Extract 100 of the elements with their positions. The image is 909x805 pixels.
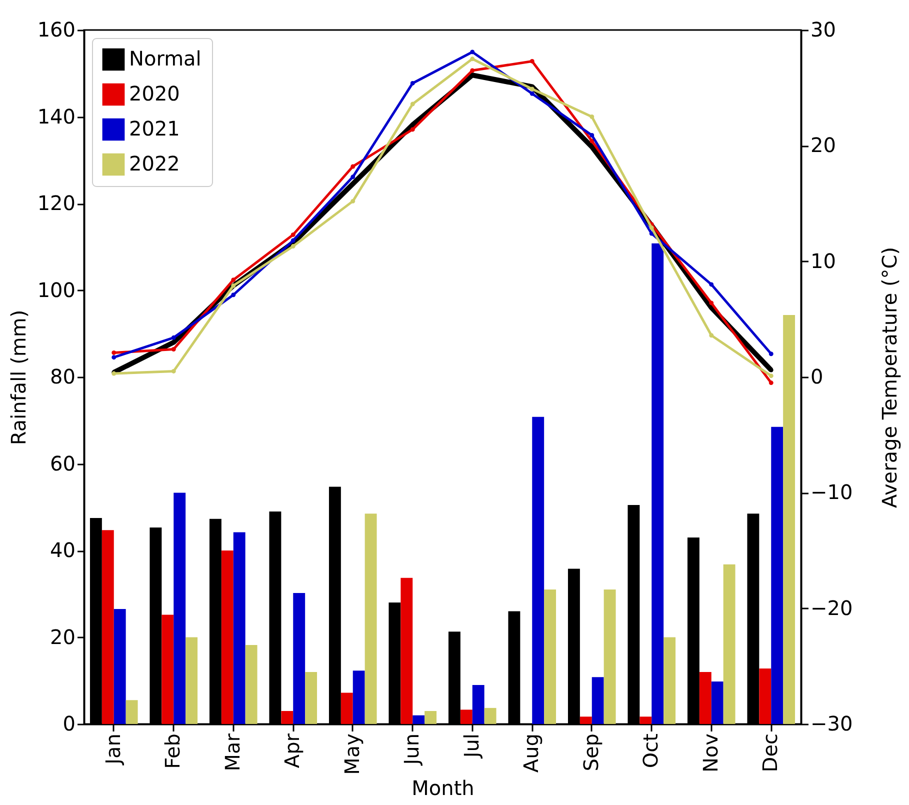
bar — [664, 637, 676, 724]
point — [112, 355, 116, 360]
bar — [281, 710, 294, 724]
point — [768, 352, 774, 356]
y2-tick-label: 30 — [810, 18, 836, 42]
bar — [364, 514, 377, 724]
y-axis-title: Rainfall (mm) — [6, 310, 30, 446]
bar — [352, 670, 365, 724]
point — [530, 59, 534, 64]
point — [290, 232, 296, 237]
bar — [640, 716, 652, 724]
y-tick-label: 80 — [50, 364, 76, 388]
bar — [604, 590, 616, 724]
point — [410, 102, 415, 106]
point — [530, 86, 534, 92]
x-tick-label: Mar — [220, 732, 244, 772]
y-tick-label: 60 — [50, 451, 76, 476]
bar — [340, 692, 353, 724]
bar — [221, 550, 234, 724]
bar — [723, 564, 736, 724]
point — [350, 164, 356, 169]
x-tick-label: Sep — [578, 734, 603, 772]
point — [768, 380, 774, 386]
x-tick-label: May — [340, 733, 364, 775]
y2-tick-label: 10 — [810, 248, 836, 273]
x-tick-label: Jul — [459, 734, 484, 760]
x-tick-label: Jun — [400, 734, 424, 767]
legend-label: 2021 — [129, 116, 180, 140]
x-axis-title: Month — [412, 776, 474, 800]
point — [470, 68, 475, 73]
point — [350, 174, 356, 180]
bar — [245, 645, 258, 724]
x-tick-label: Jan — [100, 734, 125, 766]
legend-label: Normal — [129, 46, 202, 70]
point — [709, 333, 714, 338]
point — [231, 278, 236, 282]
y-tick-label: 140 — [37, 104, 76, 128]
y2-tick-label: −10 — [810, 480, 853, 504]
bar — [412, 715, 425, 724]
y-tick-label: 40 — [50, 538, 76, 562]
bar — [233, 532, 246, 724]
bar — [699, 672, 712, 724]
y2-axis-title: Average Temperature (°C) — [878, 246, 902, 508]
y2-tick-label: −30 — [810, 712, 853, 736]
point — [410, 80, 415, 86]
point — [768, 374, 774, 378]
bar — [484, 708, 496, 724]
bar — [771, 426, 784, 724]
bar — [293, 593, 306, 724]
point — [350, 198, 356, 204]
point — [709, 300, 714, 306]
y-tick-label: 20 — [50, 624, 76, 649]
bar — [186, 637, 198, 724]
y2-tick-label: 20 — [810, 133, 836, 158]
bar — [102, 530, 114, 724]
point — [171, 368, 176, 374]
x-tick-label: Aug — [519, 734, 544, 773]
point — [709, 282, 714, 287]
bar — [126, 700, 138, 724]
bar — [400, 578, 413, 724]
point — [530, 91, 534, 96]
bar — [114, 609, 126, 724]
bar — [460, 710, 472, 724]
x-tick-label: Feb — [160, 734, 185, 769]
x-tick-label: Apr — [280, 732, 304, 768]
point — [231, 292, 236, 298]
bar — [532, 416, 544, 724]
y2-tick-label: −20 — [810, 596, 853, 620]
y-tick-label: 0 — [62, 712, 76, 736]
point — [590, 138, 594, 144]
point — [410, 127, 415, 132]
bar — [544, 590, 556, 724]
bar — [592, 677, 604, 724]
y-tick-label: 100 — [37, 278, 76, 302]
point — [649, 226, 654, 230]
point — [470, 50, 475, 54]
point — [171, 335, 176, 340]
y-tick-label: 160 — [37, 18, 76, 42]
bar — [783, 314, 796, 724]
bar — [472, 684, 484, 724]
point — [290, 238, 296, 243]
point — [590, 114, 594, 119]
legend-label: 2022 — [129, 152, 180, 176]
bar — [580, 716, 592, 724]
bar — [424, 710, 437, 724]
bar — [711, 681, 724, 724]
point — [171, 347, 176, 352]
legend-label: 2020 — [129, 82, 180, 106]
bar — [162, 614, 174, 724]
point — [290, 244, 296, 249]
bar — [759, 668, 772, 724]
point — [470, 56, 475, 62]
y-tick-label: 120 — [37, 191, 76, 215]
bar — [174, 492, 186, 724]
point — [590, 133, 594, 138]
x-tick-label: Oct — [638, 733, 663, 768]
x-tick-label: Nov — [698, 733, 722, 773]
x-tick-label: Dec — [758, 734, 782, 772]
point — [112, 350, 116, 355]
y2-tick-label: 0 — [810, 364, 824, 388]
